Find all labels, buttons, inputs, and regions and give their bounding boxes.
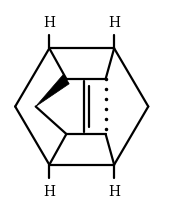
Text: H: H <box>108 16 120 30</box>
Text: H: H <box>43 16 55 30</box>
Text: H: H <box>108 185 120 199</box>
Text: H: H <box>43 185 55 199</box>
Polygon shape <box>36 74 69 106</box>
